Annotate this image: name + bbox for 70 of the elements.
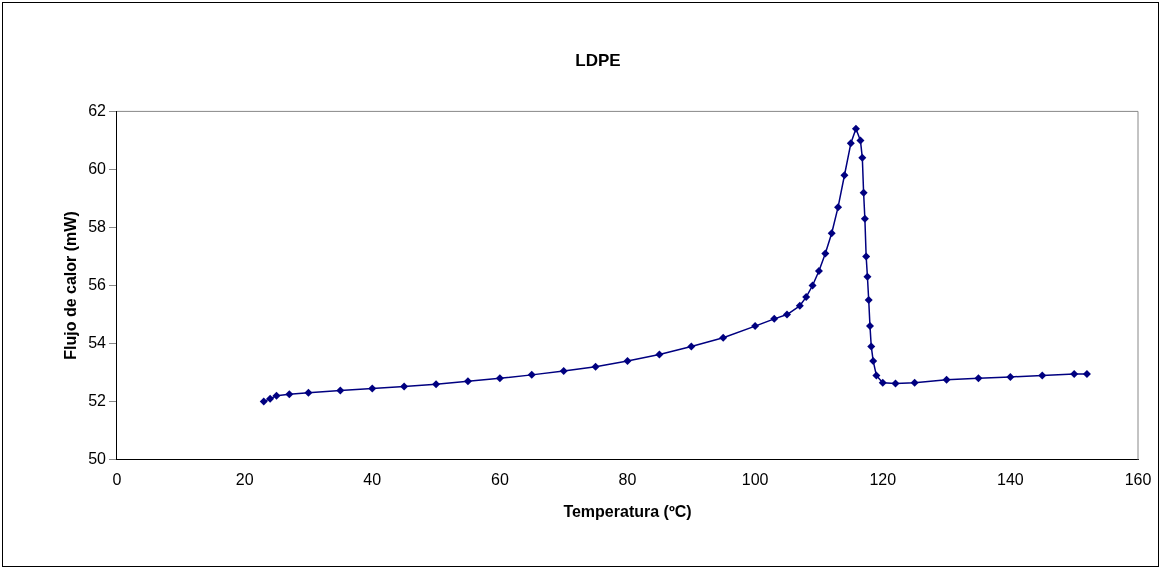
point bbox=[687, 342, 696, 351]
point bbox=[858, 153, 867, 162]
y-tick-label: 52 bbox=[88, 391, 107, 409]
y-tick-label: 56 bbox=[88, 275, 107, 293]
point bbox=[872, 371, 881, 380]
point bbox=[495, 374, 504, 383]
x-tick-label: 40 bbox=[363, 470, 382, 488]
point bbox=[304, 388, 313, 397]
point bbox=[432, 380, 441, 389]
y-tick-label: 54 bbox=[88, 333, 107, 351]
point bbox=[1070, 370, 1079, 378]
x-tick-label: 120 bbox=[869, 470, 897, 488]
point bbox=[559, 367, 568, 376]
point bbox=[860, 214, 869, 223]
x-tick-label: 0 bbox=[112, 470, 122, 488]
point bbox=[851, 124, 860, 133]
point bbox=[266, 394, 275, 403]
y-tick-label: 50 bbox=[88, 450, 107, 468]
y-tick-label: 60 bbox=[88, 159, 107, 177]
point bbox=[272, 391, 281, 400]
point bbox=[463, 377, 472, 386]
point bbox=[827, 229, 836, 238]
point bbox=[910, 378, 919, 387]
point bbox=[802, 293, 811, 302]
x-tick-label: 80 bbox=[618, 470, 637, 488]
point bbox=[864, 296, 873, 305]
y-axis-title: Flujo de calor (mW) bbox=[62, 211, 80, 360]
point bbox=[285, 390, 294, 399]
point bbox=[821, 249, 830, 258]
point bbox=[814, 266, 823, 275]
point bbox=[336, 386, 345, 395]
point bbox=[859, 188, 868, 197]
point bbox=[259, 397, 268, 406]
x-axis-title: Temperatura (ºC) bbox=[563, 502, 692, 520]
point bbox=[719, 333, 728, 342]
point bbox=[751, 322, 760, 331]
point bbox=[368, 384, 377, 393]
point bbox=[867, 342, 876, 351]
point bbox=[862, 252, 871, 261]
point bbox=[974, 374, 983, 383]
point bbox=[623, 356, 632, 365]
x-tick-label: 20 bbox=[235, 470, 254, 488]
point bbox=[846, 139, 855, 148]
point bbox=[527, 370, 536, 379]
x-tick-label: 100 bbox=[741, 470, 769, 488]
x-tick-label: 160 bbox=[1124, 470, 1152, 488]
point bbox=[783, 310, 792, 319]
y-tick-label: 62 bbox=[88, 101, 107, 119]
point bbox=[891, 379, 900, 388]
point bbox=[856, 136, 865, 145]
point bbox=[834, 203, 843, 212]
point bbox=[808, 281, 817, 290]
point bbox=[865, 322, 874, 331]
point bbox=[1038, 371, 1047, 380]
point bbox=[840, 171, 849, 180]
point bbox=[795, 301, 804, 310]
point bbox=[878, 378, 887, 387]
point bbox=[863, 272, 872, 281]
point bbox=[400, 382, 409, 391]
point bbox=[1006, 372, 1015, 381]
point bbox=[770, 314, 779, 323]
x-tick-label: 140 bbox=[997, 470, 1024, 488]
point bbox=[655, 350, 664, 359]
point bbox=[591, 362, 600, 371]
point bbox=[1082, 370, 1091, 378]
x-tick-label: 60 bbox=[490, 470, 509, 488]
point bbox=[869, 356, 878, 365]
point bbox=[942, 375, 951, 384]
y-tick-label: 58 bbox=[88, 217, 107, 235]
chart-title: LDPE bbox=[575, 50, 621, 70]
